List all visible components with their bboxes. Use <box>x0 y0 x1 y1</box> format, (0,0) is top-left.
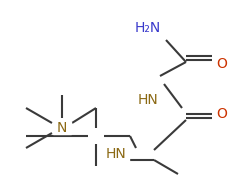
Text: O: O <box>216 107 228 121</box>
Bar <box>135 92 161 108</box>
Text: HN: HN <box>106 147 126 161</box>
Text: H₂N: H₂N <box>135 21 161 35</box>
Text: N: N <box>57 121 67 135</box>
Text: HN: HN <box>138 93 158 107</box>
Text: O: O <box>216 57 228 71</box>
Bar <box>53 122 71 134</box>
Bar <box>213 108 231 120</box>
Bar <box>213 58 231 70</box>
Bar <box>103 146 129 162</box>
Bar <box>135 20 161 36</box>
